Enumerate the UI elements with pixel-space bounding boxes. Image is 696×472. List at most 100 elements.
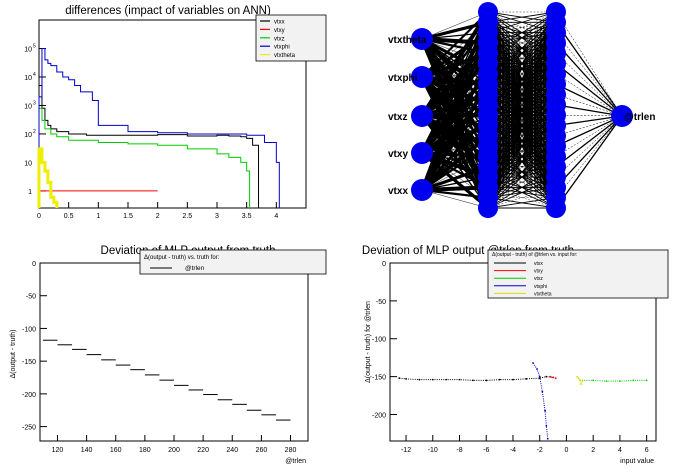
edge xyxy=(421,156,489,191)
x-tick-label: 0 xyxy=(564,447,568,454)
series-points-vtxx xyxy=(399,376,554,381)
input-node-label: vtxtheta xyxy=(388,35,427,46)
data-point xyxy=(554,377,557,380)
data-point xyxy=(471,379,474,382)
edge xyxy=(487,176,557,209)
legend-entry: vtxx xyxy=(274,20,285,26)
edge xyxy=(421,20,489,41)
plot-frame xyxy=(39,262,309,442)
data-point xyxy=(544,409,546,412)
edge xyxy=(487,11,557,54)
x-tick-label: 260 xyxy=(256,447,268,454)
edge xyxy=(487,11,557,178)
edge xyxy=(555,115,623,157)
edge xyxy=(421,134,489,155)
output-node-label: @trlen xyxy=(624,112,655,123)
edge xyxy=(487,114,557,209)
legend-title: Δ(output - truth) of @trlen vs. input fo… xyxy=(492,252,577,258)
legend: Δ(output - truth) vs. truth for: @trlen xyxy=(139,249,327,275)
y-tick-label: 10 xyxy=(24,75,32,82)
network-diagram: vtxtheta vtxphi vtxz vtxy vtxx @trlen xyxy=(388,2,655,218)
edge xyxy=(555,21,623,117)
edge xyxy=(487,11,557,167)
x-tick-label: -2 xyxy=(537,447,543,454)
edge xyxy=(555,115,623,147)
edge xyxy=(555,115,623,188)
input-node xyxy=(411,105,433,127)
edge xyxy=(487,63,557,209)
differences-chart: differences (impact of variables on ANN)… xyxy=(24,5,327,220)
edge xyxy=(421,188,489,199)
data-point xyxy=(578,379,581,382)
legend-box xyxy=(139,249,327,275)
edge xyxy=(487,11,557,44)
y-tick-label: 10 xyxy=(24,46,32,53)
y-tick-label: 1 xyxy=(28,189,32,196)
x-tick-label: 3 xyxy=(215,213,219,220)
x-tick-label: 3.5 xyxy=(242,213,252,220)
legend-entry: vtxz xyxy=(274,36,285,42)
x-tick-label: 4 xyxy=(618,447,622,454)
edge xyxy=(555,73,623,117)
input-node xyxy=(411,142,433,164)
y-tick-label: 0 xyxy=(32,261,36,268)
input-node xyxy=(411,179,433,201)
data-point xyxy=(405,377,407,380)
edge xyxy=(487,32,557,178)
edge xyxy=(487,83,557,209)
edge xyxy=(487,84,557,188)
input-node-label: vtxy xyxy=(388,149,408,160)
data-point xyxy=(398,377,401,380)
edge xyxy=(555,32,623,117)
edge xyxy=(487,11,557,136)
edge xyxy=(555,94,623,117)
y-tick-exponent: 4 xyxy=(33,72,36,78)
edge xyxy=(487,42,557,75)
input-node xyxy=(411,28,433,50)
edge xyxy=(555,83,623,117)
edge xyxy=(420,42,490,191)
x-tick-label: 160 xyxy=(110,447,122,454)
y-tick-label: -50 xyxy=(26,294,36,301)
data-point xyxy=(536,368,538,370)
data-point xyxy=(576,375,579,378)
edge xyxy=(487,104,557,209)
x-tick-label: 280 xyxy=(285,447,297,454)
y-tick-label: -100 xyxy=(22,326,36,333)
x-tick-label: 6 xyxy=(645,447,649,454)
edge xyxy=(555,115,623,178)
edge xyxy=(487,135,557,209)
edge xyxy=(555,115,623,209)
data-point xyxy=(545,375,548,378)
edge xyxy=(421,93,489,191)
edge xyxy=(421,145,489,191)
y-tick-label: -200 xyxy=(22,392,36,399)
edge xyxy=(487,11,557,198)
x-tick-label: 2 xyxy=(156,213,160,220)
edge xyxy=(555,63,623,117)
x-tick-label: 2.5 xyxy=(182,213,192,220)
input-node-label: vtxphi xyxy=(388,73,418,84)
edge xyxy=(487,73,557,198)
data-point xyxy=(581,380,584,383)
deviation-truth-chart: Deviation of MLP output from truth Δ(out… xyxy=(10,245,327,465)
x-tick-label: 4 xyxy=(274,213,278,220)
legend-entry: vtxphi xyxy=(534,284,547,290)
edge xyxy=(555,53,623,117)
x-tick-label: -6 xyxy=(483,447,489,454)
edge xyxy=(487,11,557,116)
edge xyxy=(487,94,557,209)
deviation-input-panel: Deviation of MLP output @trlen from trut… xyxy=(348,236,696,472)
legend-entry: vtxx xyxy=(534,261,543,267)
edge xyxy=(487,11,557,75)
y-tick-label: 10 xyxy=(24,103,32,110)
legend-entry: @trlen xyxy=(185,265,205,272)
data-point xyxy=(546,437,549,440)
hidden-node xyxy=(546,198,566,218)
series-points-vtxphi xyxy=(532,362,549,439)
x-tick-label: 2 xyxy=(591,447,595,454)
edge xyxy=(555,11,623,117)
data-point xyxy=(541,390,544,393)
series-line-vtxphi xyxy=(38,47,280,209)
data-point xyxy=(605,380,608,383)
